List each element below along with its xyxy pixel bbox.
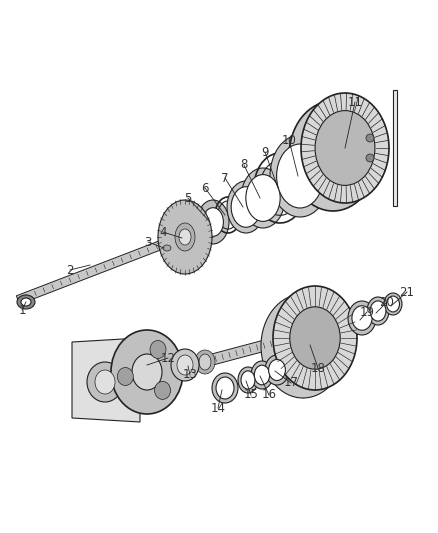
Ellipse shape xyxy=(231,187,261,227)
Ellipse shape xyxy=(212,373,238,403)
Text: 4: 4 xyxy=(159,225,167,238)
Ellipse shape xyxy=(241,371,255,389)
Text: 17: 17 xyxy=(283,376,299,390)
Ellipse shape xyxy=(241,168,285,228)
Polygon shape xyxy=(333,93,345,211)
Text: 19: 19 xyxy=(360,305,374,319)
Ellipse shape xyxy=(197,200,229,244)
Text: 15: 15 xyxy=(244,389,258,401)
Polygon shape xyxy=(16,226,201,304)
Ellipse shape xyxy=(268,359,286,381)
Ellipse shape xyxy=(273,286,357,390)
Text: 10: 10 xyxy=(282,133,297,147)
Text: 8: 8 xyxy=(240,158,247,172)
Text: 2: 2 xyxy=(66,263,74,277)
Ellipse shape xyxy=(366,134,374,142)
Ellipse shape xyxy=(150,341,166,359)
Ellipse shape xyxy=(111,330,183,414)
Ellipse shape xyxy=(290,307,340,369)
Ellipse shape xyxy=(370,301,386,321)
Ellipse shape xyxy=(163,245,171,251)
Ellipse shape xyxy=(171,349,199,381)
Ellipse shape xyxy=(155,382,170,399)
Ellipse shape xyxy=(384,293,402,315)
Ellipse shape xyxy=(216,377,234,399)
Ellipse shape xyxy=(227,181,265,233)
Text: 5: 5 xyxy=(184,191,192,205)
Ellipse shape xyxy=(21,298,31,306)
Ellipse shape xyxy=(175,223,195,251)
Text: 16: 16 xyxy=(261,389,276,401)
Ellipse shape xyxy=(270,135,330,217)
Ellipse shape xyxy=(132,354,162,390)
Text: 1: 1 xyxy=(18,303,26,317)
Ellipse shape xyxy=(179,229,191,245)
Ellipse shape xyxy=(199,354,211,370)
Ellipse shape xyxy=(246,175,280,221)
Ellipse shape xyxy=(177,355,193,375)
Ellipse shape xyxy=(254,365,270,385)
Text: 21: 21 xyxy=(399,286,414,298)
Text: 12: 12 xyxy=(160,351,176,365)
Ellipse shape xyxy=(261,294,345,398)
Ellipse shape xyxy=(195,350,215,374)
Ellipse shape xyxy=(278,315,328,377)
Ellipse shape xyxy=(17,295,35,309)
Polygon shape xyxy=(72,338,140,422)
Ellipse shape xyxy=(95,370,115,394)
Ellipse shape xyxy=(367,297,389,325)
Polygon shape xyxy=(393,90,397,206)
Text: 14: 14 xyxy=(211,401,226,415)
Ellipse shape xyxy=(352,306,372,330)
Ellipse shape xyxy=(301,93,389,203)
Ellipse shape xyxy=(315,111,375,185)
Polygon shape xyxy=(187,337,279,372)
Ellipse shape xyxy=(251,361,273,389)
Ellipse shape xyxy=(117,368,133,385)
Text: 9: 9 xyxy=(261,146,269,158)
Polygon shape xyxy=(303,286,315,398)
Ellipse shape xyxy=(348,301,376,335)
Ellipse shape xyxy=(386,296,399,312)
Text: 13: 13 xyxy=(183,368,198,382)
Text: 11: 11 xyxy=(347,95,363,109)
Text: 7: 7 xyxy=(221,172,229,184)
Ellipse shape xyxy=(203,208,223,236)
Text: 18: 18 xyxy=(311,361,325,375)
Ellipse shape xyxy=(87,362,123,402)
Ellipse shape xyxy=(366,154,374,162)
Text: 3: 3 xyxy=(144,236,152,248)
Text: 20: 20 xyxy=(380,295,395,309)
Ellipse shape xyxy=(238,367,258,393)
Text: 6: 6 xyxy=(201,182,209,195)
Ellipse shape xyxy=(289,101,377,211)
Ellipse shape xyxy=(158,200,212,274)
Ellipse shape xyxy=(265,355,289,385)
Ellipse shape xyxy=(277,144,323,208)
